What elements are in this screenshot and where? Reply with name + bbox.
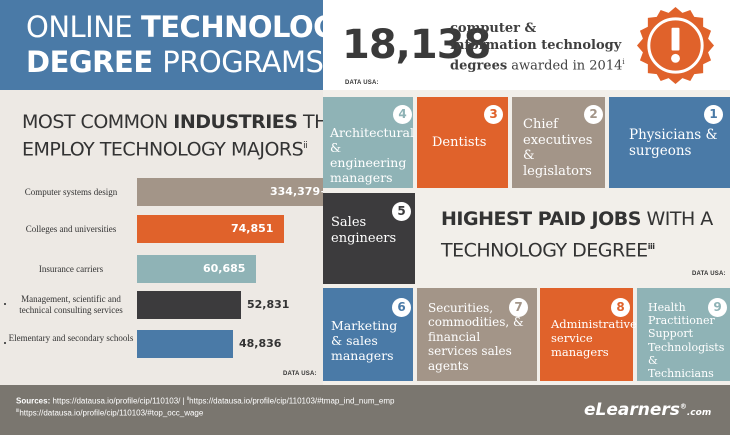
industry-value: 74,851 <box>231 222 274 235</box>
job-title: Dentists <box>432 135 487 150</box>
industry-label: Elementary and secondary schools <box>8 333 134 343</box>
degrees-description-bold: computer & information technology degree… <box>450 21 622 74</box>
industry-label: Computer systems design <box>24 186 118 197</box>
job-title: Sales engineers <box>331 215 397 246</box>
job-tile-3: Dentists 3 <box>417 97 508 188</box>
label-bullet <box>4 303 6 305</box>
industry-bar <box>137 291 241 319</box>
industries-title-part-1: MOST COMMON <box>22 111 174 133</box>
badge-ring <box>647 17 704 74</box>
industry-bar <box>137 215 284 243</box>
job-tile-1: Physicians & surgeons 1 <box>609 97 730 188</box>
job-title: Administrative service managers <box>551 317 637 359</box>
title-line-2-bold: DEGREE <box>26 45 163 79</box>
logo-domain: .com <box>686 408 712 418</box>
label-bullet <box>4 342 6 344</box>
job-rank-badge: 1 <box>704 105 723 124</box>
footer: Sources: https://datausa.io/profile/cip/… <box>0 385 730 435</box>
jobs-title-thin: WITH A <box>640 208 713 230</box>
data-source-label: DATA USA: <box>283 371 317 377</box>
sources-line-1: Sources: https://datausa.io/profile/cip/… <box>16 396 395 406</box>
industry-label: Insurance carriers <box>38 263 104 274</box>
job-rank-badge: 9 <box>708 298 727 317</box>
title-line-1: ONLINE TECHNOLOGY <box>26 10 357 44</box>
job-rank-badge: 7 <box>509 298 528 317</box>
degrees-description: computer & information technology degree… <box>450 20 625 74</box>
jobs-title-line-2: TECHNOLOGY DEGREE <box>441 239 648 262</box>
title-line-2: DEGREE PROGRAMS <box>26 45 324 79</box>
sources-label: Sources: <box>16 396 51 406</box>
job-rank-badge: 8 <box>611 298 630 317</box>
footnote-ii: ii <box>303 141 308 151</box>
exclamation-dot <box>671 53 680 63</box>
job-rank-badge: 2 <box>584 105 603 124</box>
job-title: Chief executives & legislators <box>523 117 593 179</box>
sources-separator: | <box>180 396 187 406</box>
job-tile-9: Health Practitioner Support Technologist… <box>637 288 730 381</box>
exclamation-icon <box>636 6 715 85</box>
industry-bar <box>137 255 256 283</box>
logo-registered: ® <box>679 402 687 411</box>
industries-title-line-2: EMPLOY TECHNOLOGY MAJORS <box>22 138 304 161</box>
job-rank-badge: 6 <box>392 298 411 317</box>
source-link-iii[interactable]: https://datausa.io/profile/cip/110103/#t… <box>19 408 204 418</box>
elearners-logo: eLearners®.com <box>584 400 711 420</box>
exclamation-bar <box>671 27 680 51</box>
industry-bar <box>137 178 323 206</box>
degrees-count: 18,138 <box>342 22 491 68</box>
title-line-1-bold: TECHNOLOGY <box>140 10 357 44</box>
footnote-iii: iii <box>647 242 655 251</box>
job-title: Physicians & surgeons <box>629 127 718 160</box>
industry-label: Colleges and universities <box>25 223 117 234</box>
industries-bar-chart: Computer systems design 334,379+ Colleges … <box>0 170 329 370</box>
source-mark-ii: ii <box>186 396 190 402</box>
job-title: Marketing & sales managers <box>331 318 398 363</box>
job-tile-2: Chief executives & legislators 2 <box>512 97 605 188</box>
industry-value: 334,379+ <box>270 185 330 198</box>
industries-title-bold: INDUSTRIES <box>173 111 298 133</box>
job-rank-badge: 4 <box>393 105 412 124</box>
job-tile-5: Sales engineers 5 <box>323 193 415 284</box>
data-source-label: DATA USA: <box>345 80 379 86</box>
job-title: Architectural & engineering managers <box>330 125 414 185</box>
footnote-i: i <box>622 58 625 66</box>
industry-value: 48,836 <box>239 337 282 350</box>
job-title: Securities, commodities, & financial ser… <box>428 301 524 373</box>
industry-bar <box>137 330 233 358</box>
logo-e: e <box>584 400 596 420</box>
data-source-label: DATA USA: <box>692 271 726 277</box>
industry-label: Management, scientific and technical con… <box>19 294 123 315</box>
industry-value: 60,685 <box>203 262 246 275</box>
source-link-ii[interactable]: https://datausa.io/profile/cip/110103/#t… <box>189 396 395 406</box>
sources-line-2: iiihttps://datausa.io/profile/cip/110103… <box>16 408 203 418</box>
title-line-2-thin: PROGRAMS <box>162 45 324 79</box>
jobs-tiles: Physicians & surgeons 1 Chief executives &… <box>323 97 730 381</box>
industry-value: 52,831 <box>247 298 290 311</box>
degrees-description-rest: awarded in 2014 <box>507 58 623 74</box>
job-rank-badge: 3 <box>484 105 503 124</box>
jobs-title-bold-2: JOBS <box>591 208 642 230</box>
job-tile-8: Administrative service managers 8 <box>540 288 637 381</box>
job-tile-6: Marketing & sales managers 6 <box>323 288 413 381</box>
job-title: Health Practitioner Support Technologist… <box>648 301 725 380</box>
source-mark-iii: iii <box>16 408 20 414</box>
jobs-title: HIGHEST PAID JOBS WITH A TECHNOLOGY DEGRE… <box>441 205 713 264</box>
source-link-i[interactable]: https://datausa.io/profile/cip/110103/ <box>50 396 181 406</box>
title-line-1-thin: ONLINE <box>26 10 141 44</box>
job-tile-7: Securities, commodities, & financial ser… <box>417 288 537 381</box>
job-rank-badge: 5 <box>392 202 411 221</box>
jobs-title-bold-1: HIGHEST PAID <box>441 208 592 230</box>
job-tile-4: Architectural & engineering managers 4 <box>323 97 414 188</box>
logo-text: Learners <box>595 400 680 420</box>
title-banner: ONLINE TECHNOLOGY DEGREE PROGRAMS <box>0 0 357 90</box>
